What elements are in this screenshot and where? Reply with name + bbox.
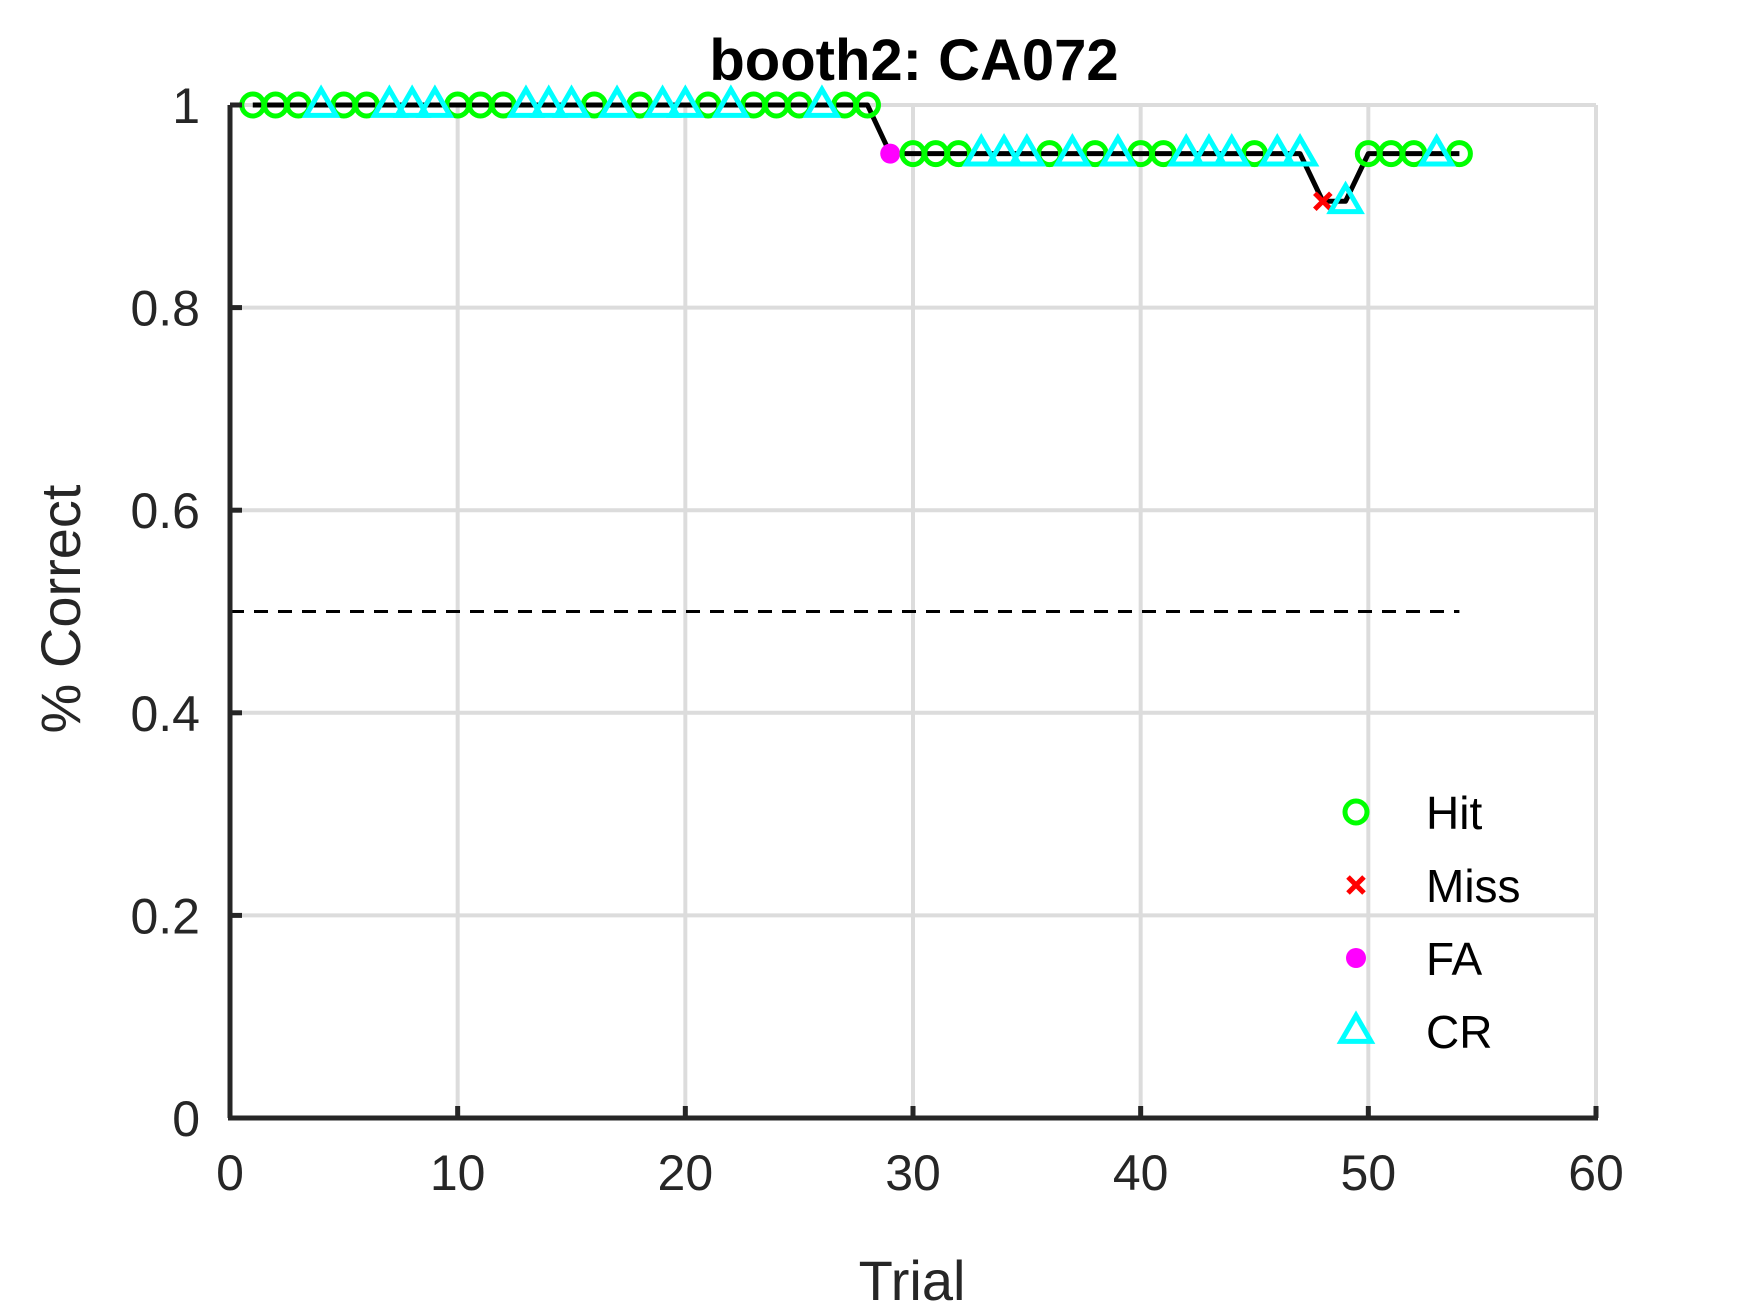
x-axis-label: Trial [859,1249,966,1312]
cr-marker [1189,133,1229,167]
cr-marker [1326,180,1365,215]
y-axis-label: % Correct [29,484,92,733]
y-tick-label: 0.8 [130,281,200,337]
x-tick-label: 40 [1113,1145,1169,1201]
axes [227,102,1599,1121]
legend-label-cr: CR [1426,1006,1492,1058]
cr-marker [392,84,432,118]
cr-marker [1280,133,1320,167]
y-tick-label: 0.6 [130,483,200,539]
cr-marker [597,84,637,118]
cr-marker [1007,133,1047,167]
cr-marker [802,84,842,118]
legend: Hit Miss FA CR [1336,787,1521,1058]
x-tick-label: 0 [216,1145,244,1201]
cr-marker [529,84,569,118]
legend-label-fa: FA [1426,933,1483,985]
x-tick-label: 10 [430,1145,486,1201]
cr-marker [370,84,409,118]
legend-cr-icon [1336,1010,1376,1044]
x-tick-label: 20 [658,1145,714,1201]
cr-marker [415,84,455,118]
performance-line-group [252,102,1460,204]
performance-line [252,102,1460,204]
cr-marker [961,133,1001,167]
miss-marker [1313,191,1333,212]
cr-marker [1417,133,1456,167]
y-tick-label: 1 [172,78,200,134]
cr-marker [301,84,341,118]
y-tick-label: 0 [172,1091,200,1147]
x-tick-label: 50 [1341,1145,1397,1201]
cr-marker [1212,133,1252,167]
hit-marker [853,91,881,119]
legend-label-miss: Miss [1426,860,1521,912]
fa-marker [880,143,901,164]
tick-labels: 0 10 20 30 40 50 60 0 0.2 0.4 0.6 0.8 1 [130,78,1623,1201]
cr-marker [1166,133,1206,167]
legend-miss-icon [1346,875,1366,895]
x-tick-label: 60 [1568,1145,1624,1201]
cr-marker [711,84,751,118]
trial-markers [239,84,1473,215]
y-tick-label: 0.2 [130,888,200,944]
x-tick-label: 30 [885,1145,941,1201]
y-tick-label: 0.4 [130,686,200,742]
cr-marker [1098,133,1138,167]
cr-marker [1053,133,1092,167]
cr-marker [1257,133,1297,167]
legend-hit-icon [1342,798,1370,826]
cr-marker [506,84,546,118]
cr-marker [552,84,591,118]
legend-fa-icon [1346,948,1366,968]
cr-marker [643,84,682,118]
cr-marker [984,133,1024,167]
cr-marker [666,84,705,118]
chart-title: booth2: CA072 [709,28,1118,93]
legend-label-hit: Hit [1426,787,1482,839]
